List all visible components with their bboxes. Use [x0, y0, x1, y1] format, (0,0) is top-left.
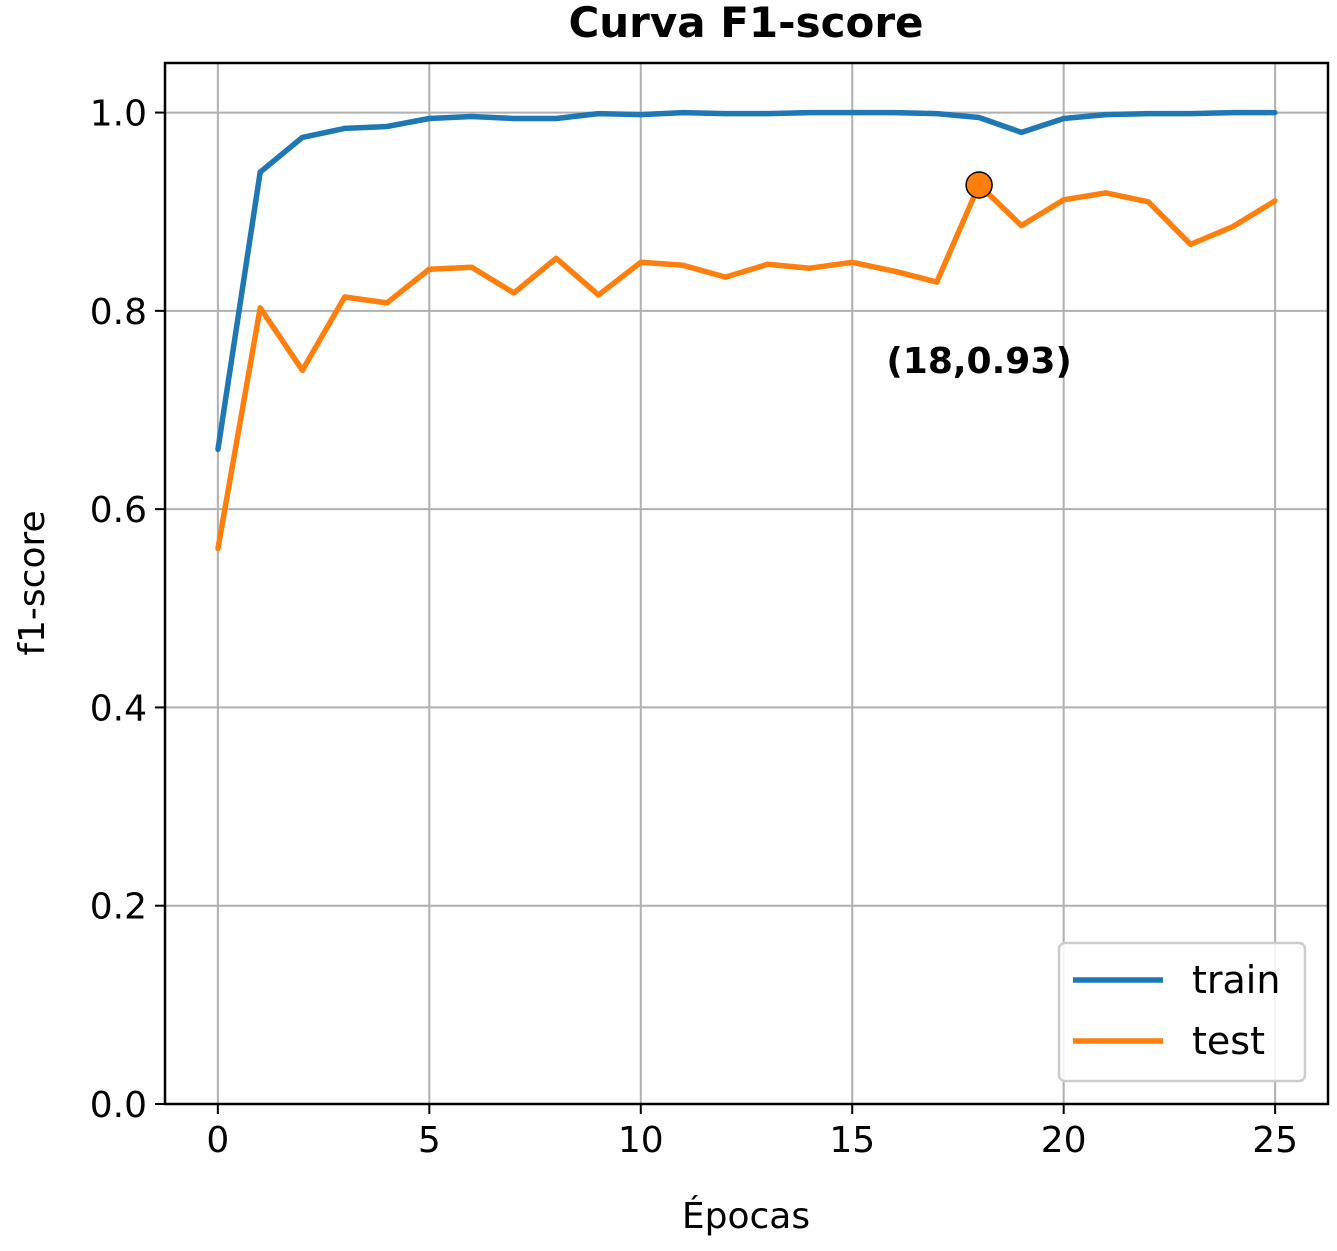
data-point-train [934, 111, 940, 117]
data-point-train [1145, 111, 1151, 117]
data-point-test [807, 265, 813, 271]
data-point-train [807, 110, 813, 116]
data-point-train [722, 111, 728, 117]
data-point-train [426, 116, 432, 122]
data-point-test [892, 268, 898, 274]
data-point-train [976, 115, 982, 121]
data-point-train [299, 134, 305, 140]
data-point-train [511, 116, 517, 122]
data-point-test [1061, 197, 1067, 203]
data-point-test [849, 259, 855, 265]
data-point-train [1103, 112, 1109, 118]
x-tick-label: 10 [618, 1120, 664, 1161]
data-point-test [1188, 241, 1194, 247]
data-point-train [595, 111, 601, 117]
data-point-train [384, 123, 390, 129]
series-line-train [215, 109, 1276, 451]
data-point-test [680, 262, 686, 268]
data-point-train [892, 110, 898, 116]
best-score-marker [965, 171, 993, 199]
y-tick-label: 0.0 [90, 1085, 147, 1126]
best-score-annotation: (18,0.93) [886, 171, 1072, 382]
legend-label-test: test [1192, 1019, 1265, 1063]
data-point-test [469, 264, 475, 270]
data-point-train [638, 112, 644, 118]
data-point-test [257, 305, 263, 311]
data-point-train [215, 447, 221, 453]
data-point-test [765, 261, 771, 267]
plot-area [215, 109, 1278, 552]
data-point-test [1230, 224, 1236, 230]
annotation-label: (18,0.93) [886, 341, 1072, 382]
data-point-test [384, 300, 390, 306]
y-tick-label: 0.6 [90, 490, 147, 531]
y-tick-label: 0.4 [90, 688, 147, 729]
y-axis-label: f1-score [12, 510, 53, 655]
x-axis-label: Épocas [682, 1195, 810, 1237]
data-point-test [511, 290, 517, 296]
data-point-train [1018, 129, 1024, 135]
y-tick-label: 0.8 [90, 292, 147, 333]
data-point-train [1188, 111, 1194, 117]
data-point-train [765, 111, 771, 117]
data-point-train [469, 114, 475, 120]
x-tick-label: 20 [1041, 1120, 1087, 1161]
data-point-test [1145, 199, 1151, 205]
y-tick-label: 0.2 [90, 887, 147, 928]
data-point-test [934, 279, 940, 285]
data-point-train [342, 125, 348, 131]
data-point-test [215, 546, 221, 552]
data-point-test [1103, 190, 1109, 196]
legend-label-train: train [1192, 958, 1280, 1002]
data-point-train [1230, 110, 1236, 116]
y-tick-label: 1.0 [90, 94, 147, 135]
chart-title: Curva F1-score [568, 0, 923, 47]
data-point-test [595, 292, 601, 298]
data-point-test [722, 274, 728, 280]
x-tick-label: 0 [206, 1120, 229, 1161]
x-tick-label: 25 [1252, 1120, 1298, 1161]
data-point-test [426, 266, 432, 272]
data-point-test [299, 367, 305, 373]
data-point-train [1061, 116, 1067, 122]
data-point-train [1272, 110, 1278, 116]
data-point-train [553, 116, 559, 122]
data-point-test [342, 294, 348, 300]
data-point-train [849, 110, 855, 116]
data-point-test [638, 259, 644, 265]
data-point-train [257, 169, 263, 175]
data-point-test [1018, 223, 1024, 229]
data-point-train [680, 110, 686, 116]
series-line-test [215, 182, 1277, 550]
axes-frame [163, 61, 1330, 1106]
legend: train test [1057, 941, 1307, 1083]
x-tick-label: 15 [829, 1120, 875, 1161]
x-tick-label: 5 [418, 1120, 441, 1161]
data-point-test [1272, 198, 1278, 204]
axis-ticks: 0 5 10 15 20 25 0.0 0.2 0.4 0.6 0.8 1.0 [90, 94, 1298, 1161]
data-point-test [553, 255, 559, 261]
